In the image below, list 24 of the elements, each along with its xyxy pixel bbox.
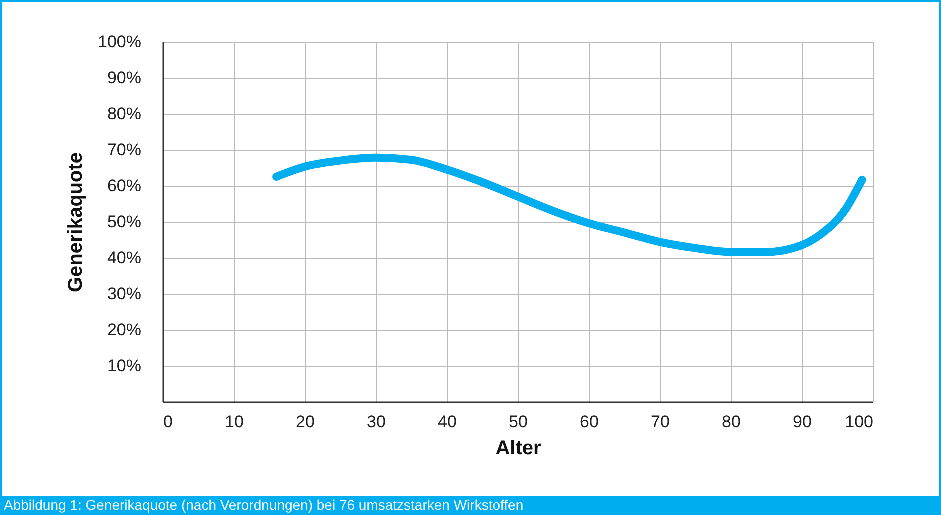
x-tick-label: 10	[225, 412, 244, 432]
y-tick-label: 100%	[98, 32, 142, 52]
y-tick-label: 10%	[107, 356, 142, 376]
x-axis-title: Alter	[496, 438, 542, 460]
x-tick-label: 20	[296, 412, 315, 432]
text: Abbildung 1: Generikaquote (nach Verordnungen) bei 76 umsatzstarken Wirkstoffen	[0, 496, 941, 515]
x-tick-label: 70	[651, 412, 670, 432]
y-tick-label: 60%	[107, 176, 142, 196]
y-tick-label: 20%	[107, 320, 142, 340]
y-tick-label: 30%	[107, 284, 142, 304]
x-tick-label: 100	[845, 412, 874, 432]
x-tick-label: 0	[164, 412, 173, 432]
x-tick-label: 90	[793, 412, 812, 432]
x-tick-label: 50	[509, 412, 528, 432]
y-tick-label: 90%	[107, 68, 142, 88]
x-tick-label: 30	[367, 412, 386, 432]
y-tick-label: 70%	[107, 140, 142, 160]
y-tick-label: 50%	[107, 212, 142, 232]
x-tick-label: 80	[722, 412, 741, 432]
y-tick-label: 40%	[107, 248, 142, 268]
x-tick-label: 60	[580, 412, 599, 432]
y-tick-label: 80%	[107, 104, 142, 124]
y-axis-title: Generikaquote	[65, 152, 88, 293]
x-tick-label: 40	[438, 412, 457, 432]
